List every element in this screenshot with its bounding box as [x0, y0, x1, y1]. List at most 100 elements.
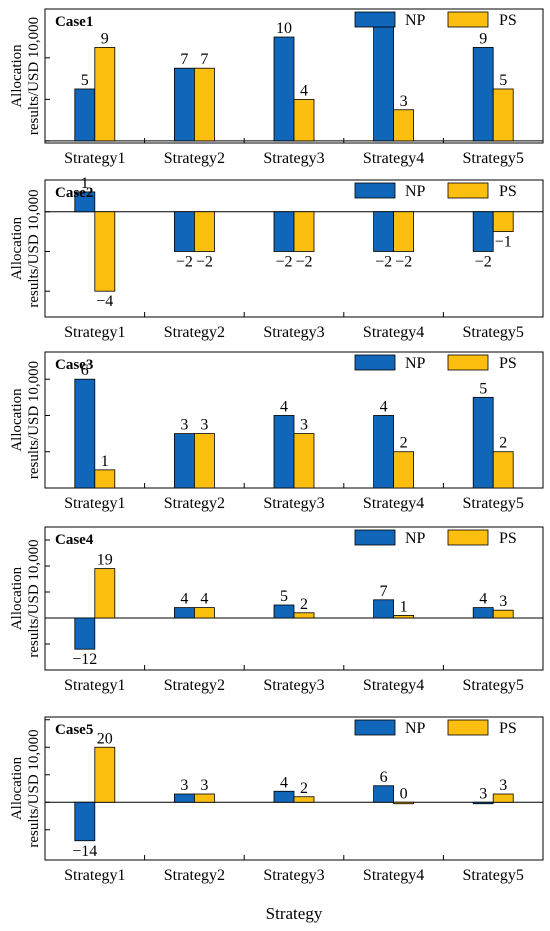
bar-ps-strategy1 — [94, 568, 116, 619]
bar-ps-strategy5 — [492, 211, 514, 233]
bar-np-strategy1 — [74, 801, 96, 842]
data-label-np: 7 — [180, 51, 188, 68]
y-axis-label-line1: Allocation — [9, 44, 25, 108]
legend-label-ps: PS — [499, 355, 517, 372]
data-label-ps: 3 — [499, 593, 507, 610]
legend-label-ps: PS — [499, 12, 517, 29]
y-axis-label: Allocationresults/USD 10,000 — [9, 17, 42, 135]
bar-ps-strategy4 — [393, 615, 415, 619]
x-tick-label: Strategy5 — [463, 324, 524, 341]
bar-ps-strategy2 — [193, 67, 215, 142]
y-axis-label-line2: results/USD 10,000 — [26, 17, 42, 135]
bar-ps-strategy4 — [393, 451, 415, 489]
bar-np-strategy3 — [273, 604, 295, 619]
legend-swatch-np — [354, 11, 396, 28]
x-tick-label: Strategy3 — [263, 677, 324, 694]
data-label-np: 9 — [479, 30, 487, 47]
x-tick-label: Strategy4 — [363, 677, 424, 694]
panel-title: Case4 — [55, 532, 94, 548]
data-label-np: 4 — [180, 591, 188, 608]
legend-label-ps: PS — [499, 720, 517, 737]
x-tick-label: Strategy5 — [463, 150, 524, 167]
data-label-ps: 4 — [200, 591, 208, 608]
bar-np-strategy1 — [74, 191, 96, 213]
bar-np-strategy2 — [173, 67, 195, 142]
bar-np-strategy5 — [472, 801, 494, 805]
data-label-np: 4 — [280, 398, 288, 415]
data-label-np: 4 — [479, 591, 487, 608]
data-label-ps: 2 — [400, 435, 408, 452]
bar-np-strategy2 — [173, 211, 195, 252]
x-tick-label: Strategy3 — [263, 150, 324, 167]
bar-ps-strategy1 — [94, 47, 116, 142]
bar-ps-strategy1 — [94, 469, 116, 489]
x-tick-label: Strategy4 — [363, 867, 424, 884]
bar-ps-strategy2 — [193, 211, 215, 252]
chart-panel-case1: 59Strategy177Strategy2104Strategy3113Str… — [9, 8, 544, 167]
bar-np-strategy2 — [173, 433, 195, 489]
x-tick-label: Strategy4 — [363, 150, 424, 167]
panel-title: Case2 — [55, 185, 93, 201]
legend-label-ps: PS — [499, 530, 517, 547]
data-label-np: 5 — [81, 72, 89, 89]
legend-label-np: NP — [405, 183, 426, 200]
bar-ps-strategy3 — [293, 211, 315, 252]
bar-np-strategy1 — [74, 617, 96, 650]
x-tick-label: Strategy4 — [363, 495, 424, 512]
x-tick-label: Strategy1 — [64, 495, 125, 512]
legend-swatch-np — [354, 182, 396, 199]
y-axis-label: Allocationresults/USD 10,000 — [9, 539, 42, 657]
data-label-np: 3 — [180, 417, 188, 434]
data-label-np: 3 — [180, 777, 188, 794]
data-label-ps: 7 — [200, 51, 208, 68]
x-axis-title: Strategy — [266, 904, 323, 923]
data-label-ps: 9 — [101, 30, 109, 47]
panel-title: Case1 — [55, 14, 93, 30]
data-label-np: 1 — [81, 175, 89, 192]
data-label-ps: 3 — [300, 417, 308, 434]
data-label-np: 4 — [380, 398, 388, 415]
data-label-np: −2 — [375, 253, 392, 270]
legend-swatch-np — [354, 719, 396, 736]
x-tick-label: Strategy2 — [164, 495, 225, 512]
data-label-ps: 0 — [400, 785, 408, 802]
data-label-np: −14 — [72, 843, 97, 860]
data-label-ps: 19 — [97, 552, 113, 569]
data-label-ps: 2 — [300, 596, 308, 613]
data-label-ps: 1 — [101, 453, 109, 470]
data-label-np: 4 — [280, 774, 288, 791]
bar-np-strategy1 — [74, 378, 96, 489]
bar-ps-strategy5 — [492, 793, 514, 803]
data-label-np: 6 — [81, 362, 89, 379]
plot-frame — [44, 8, 544, 144]
legend-swatch-ps — [447, 719, 489, 736]
data-label-np: 7 — [380, 583, 388, 600]
bar-np-strategy5 — [472, 47, 494, 142]
bar-np-strategy3 — [273, 211, 295, 252]
legend-swatch-ps — [447, 354, 489, 371]
y-axis-label: Allocationresults/USD 10,000 — [9, 189, 42, 307]
x-tick-label: Strategy4 — [363, 324, 424, 341]
data-label-ps: 3 — [499, 777, 507, 794]
x-tick-label: Strategy2 — [164, 150, 225, 167]
data-label-ps: 3 — [200, 417, 208, 434]
legend-swatch-ps — [447, 11, 489, 28]
data-label-np: 10 — [276, 20, 292, 37]
bar-ps-strategy2 — [193, 607, 215, 619]
data-label-ps: −4 — [96, 293, 113, 310]
legend-swatch-np — [354, 354, 396, 371]
bar-ps-strategy4 — [393, 801, 415, 805]
panel-title: Case5 — [55, 722, 93, 738]
data-label-ps: 5 — [499, 72, 507, 89]
bar-np-strategy4 — [373, 599, 395, 619]
bar-ps-strategy3 — [293, 612, 315, 619]
data-label-ps: 20 — [97, 730, 113, 747]
bar-ps-strategy5 — [492, 451, 514, 489]
data-label-np: −2 — [275, 253, 292, 270]
bar-ps-strategy5 — [492, 88, 514, 142]
legend-label-np: NP — [405, 720, 426, 737]
x-tick-label: Strategy1 — [64, 867, 125, 884]
x-tick-label: Strategy1 — [64, 324, 125, 341]
